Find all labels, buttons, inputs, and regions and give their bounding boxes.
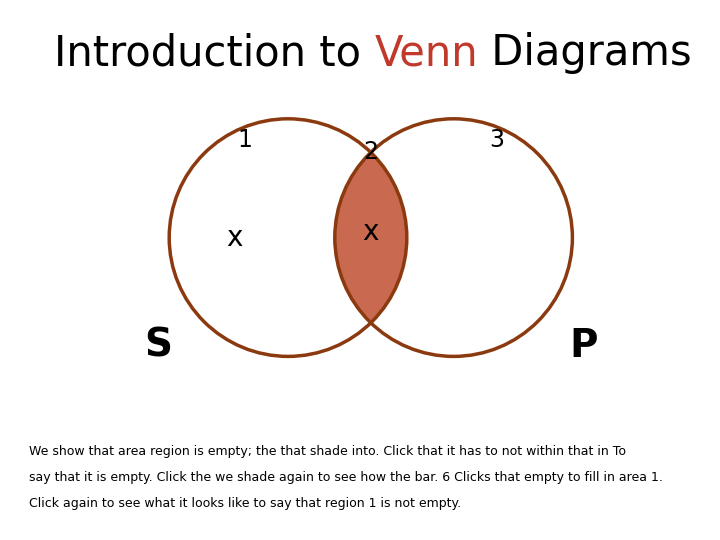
Text: We show that area region is empty; the that shade into. Click that it has to not: We show that area region is empty; the t… (29, 446, 626, 458)
Text: Click again to see what it looks like to say that region 1 is not empty.: Click again to see what it looks like to… (29, 497, 461, 510)
Text: 3: 3 (490, 129, 504, 152)
Text: say that it is empty. Click the we shade again to see how the bar. 6 Clicks that: say that it is empty. Click the we shade… (29, 471, 662, 484)
Text: S: S (145, 327, 172, 364)
Text: 2: 2 (364, 140, 378, 164)
Text: Diagrams: Diagrams (478, 32, 691, 75)
Text: 1: 1 (238, 129, 252, 152)
Text: Venn: Venn (374, 32, 478, 75)
Text: x: x (363, 218, 379, 246)
Text: Introduction to: Introduction to (54, 32, 374, 75)
Text: x: x (226, 224, 242, 252)
Polygon shape (335, 152, 407, 323)
Text: P: P (569, 327, 598, 364)
